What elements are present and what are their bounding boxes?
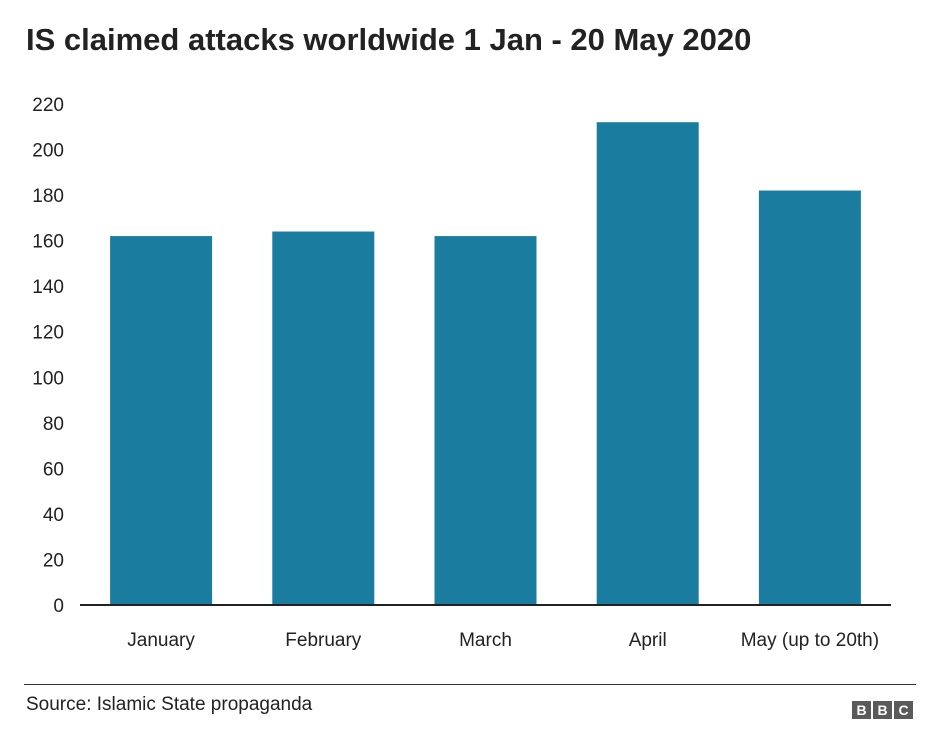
x-tick-label: May (up to 20th) <box>741 630 879 651</box>
y-tick-label: 80 <box>43 414 64 435</box>
y-tick-label: 20 <box>43 550 64 571</box>
logo-letter: B <box>873 701 892 719</box>
bar-february <box>272 231 375 605</box>
logo-letter: B <box>852 701 871 719</box>
y-axis-ticks: 0 20 40 60 80 100 120 140 160 180 200 220 <box>32 95 64 617</box>
bar-may <box>758 190 861 605</box>
x-axis-labels: January February March April May (up to 20th… <box>127 630 879 651</box>
y-tick-label: 60 <box>43 459 64 480</box>
y-tick-label: 100 <box>32 368 64 389</box>
y-tick-label: 140 <box>32 277 64 298</box>
bar-chart: 0 20 40 60 80 100 120 140 160 180 200 220 January Fe… <box>32 95 891 651</box>
bbc-logo: B B C <box>852 701 913 719</box>
y-tick-label: 160 <box>32 232 64 253</box>
source-note: Source: Islamic State propaganda <box>26 694 313 715</box>
x-tick-label: March <box>459 630 512 651</box>
bar-january <box>110 236 213 605</box>
logo-letter: C <box>894 701 913 719</box>
y-tick-label: 200 <box>32 141 64 162</box>
y-tick-label: 0 <box>53 596 64 617</box>
footer-divider <box>24 684 916 685</box>
x-tick-label: January <box>127 630 195 651</box>
x-tick-label: February <box>285 630 362 651</box>
y-tick-label: 40 <box>43 505 64 526</box>
bar-march <box>434 236 537 605</box>
y-tick-label: 180 <box>32 186 64 207</box>
x-tick-label: April <box>629 630 667 651</box>
y-tick-label: 120 <box>32 323 64 344</box>
y-tick-label: 220 <box>32 95 64 116</box>
bars <box>110 122 861 605</box>
chart-title: IS claimed attacks worldwide 1 Jan - 20 … <box>26 22 752 57</box>
bar-april <box>596 122 699 605</box>
